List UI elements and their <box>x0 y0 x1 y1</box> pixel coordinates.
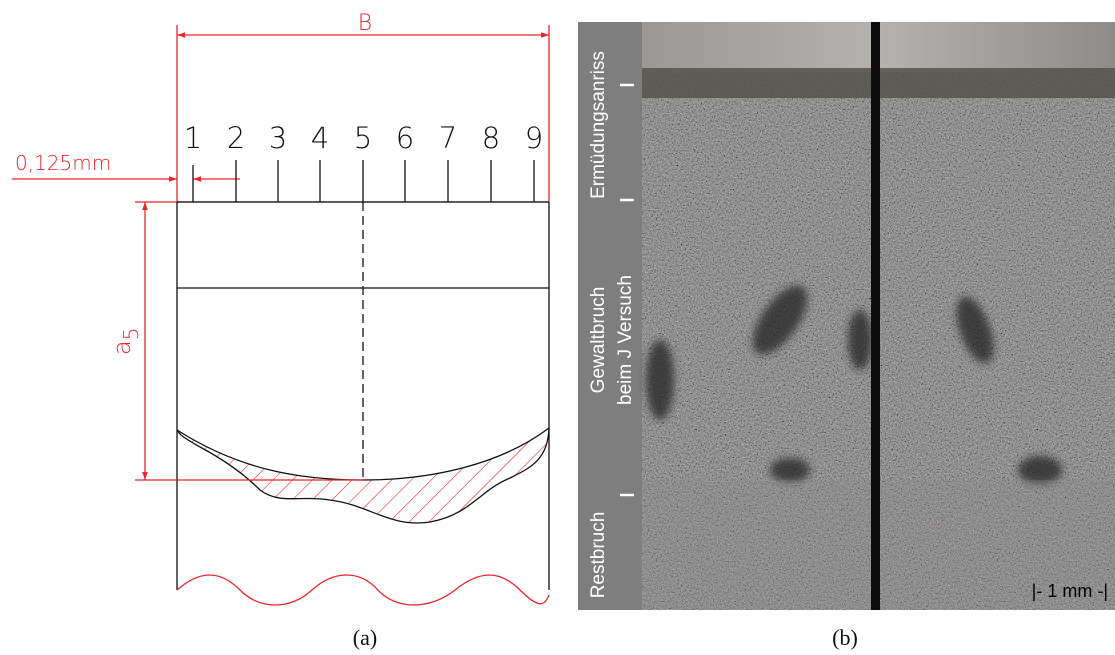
break-line <box>177 575 549 605</box>
zone-label: Gewaltbruch <box>588 287 609 394</box>
scale-bar: |- 1 mm -| <box>1032 581 1108 601</box>
position-label: 9 <box>525 121 543 155</box>
position-label: 8 <box>482 121 500 155</box>
depth-symbol: a <box>108 340 136 355</box>
zone-label: Restbruch <box>588 512 609 599</box>
caption: (b) <box>832 625 858 650</box>
depth-subscript: 5 <box>119 328 143 341</box>
position-label: 4 <box>311 121 329 155</box>
page: {"drawing": {"width_label": "B", "offset… <box>0 0 1115 655</box>
zone-label: Ermüdungsanriss <box>588 51 609 199</box>
position-label: 7 <box>439 121 457 155</box>
figure: B 0,125mm 123456789 a5 (a) <box>0 0 1115 655</box>
photo: Ermüdungsanriss Gewaltbruch beim J Versuch… <box>578 22 1115 650</box>
position-label: 5 <box>354 121 372 155</box>
zone-label: beim J Versuch <box>615 275 636 405</box>
position-label: 3 <box>269 121 287 155</box>
position-label: 2 <box>227 121 245 155</box>
side-groove <box>871 22 880 610</box>
position-label: 6 <box>396 121 414 155</box>
depth-label: a5 <box>108 328 143 355</box>
caption: (a) <box>353 625 377 650</box>
position-label: 1 <box>184 121 202 155</box>
offset-label: 0,125mm <box>15 151 111 175</box>
width-label: B <box>358 11 372 36</box>
